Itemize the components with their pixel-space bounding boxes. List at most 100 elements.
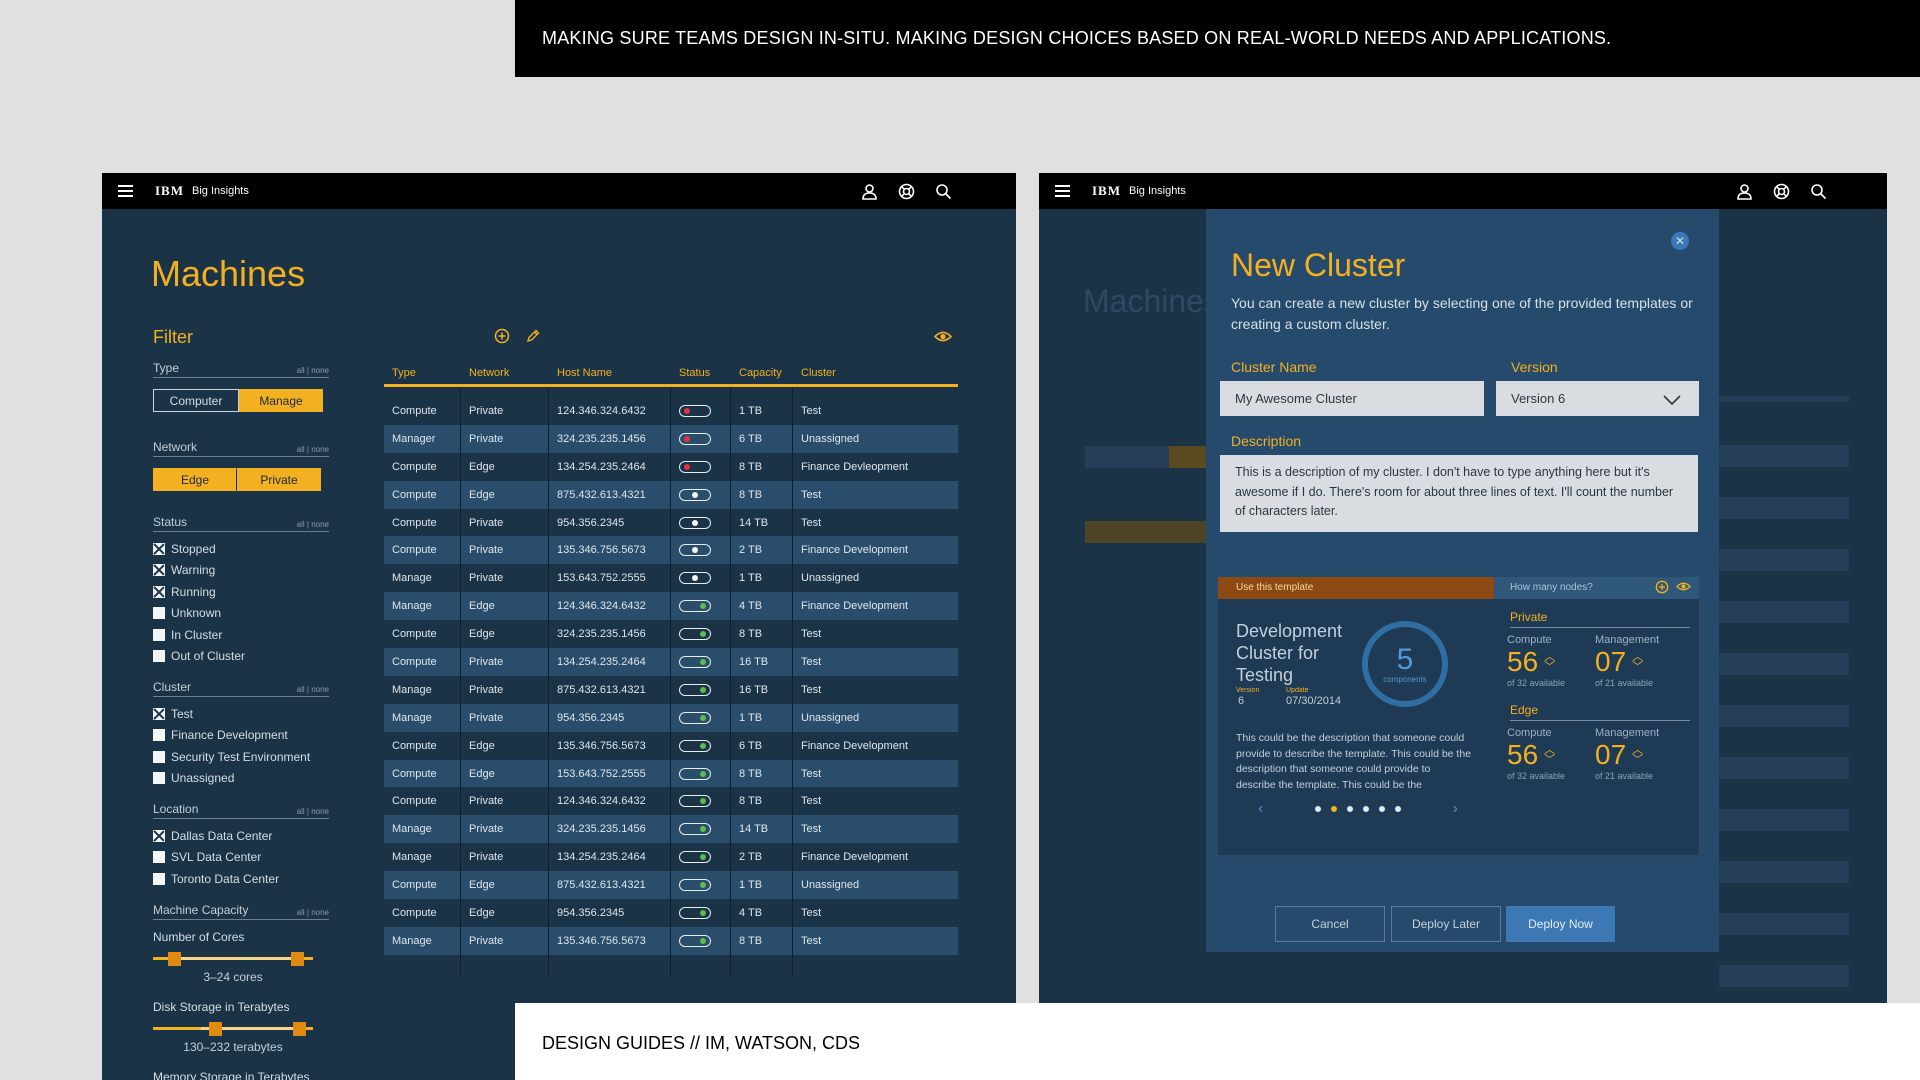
table-row[interactable]: Compute Edge 153.643.752.2555 8 TB Test: [384, 759, 958, 788]
status-toggle[interactable]: [679, 628, 711, 641]
status-toggle[interactable]: [679, 572, 711, 585]
table-row[interactable]: Manage Private 954.356.2345 1 TB Unassigned: [384, 703, 958, 732]
status-toggle[interactable]: [679, 655, 711, 668]
status-checkbox-item[interactable]: Stopped: [153, 538, 329, 560]
disk-min-handle[interactable]: [209, 1022, 222, 1036]
all-none-link[interactable]: all | none: [296, 685, 329, 694]
stepper-arrows-icon[interactable]: ︿ ﹀: [1632, 651, 1644, 673]
type-computer-toggle[interactable]: Computer: [153, 389, 239, 412]
description-textarea[interactable]: This is a description of my cluster. I d…: [1220, 455, 1698, 532]
table-row[interactable]: Manager Private 324.235.235.1456 6 TB Unassi…: [384, 424, 958, 453]
status-toggle[interactable]: [679, 739, 711, 752]
pager-dot[interactable]: [1347, 806, 1353, 812]
status-toggle[interactable]: [679, 432, 711, 445]
col-status[interactable]: Status: [679, 367, 711, 379]
add-icon[interactable]: [494, 328, 511, 345]
table-row[interactable]: Manage Private 135.346.756.5673 8 TB Test: [384, 926, 958, 955]
pager-dot[interactable]: [1315, 806, 1321, 812]
table-row[interactable]: Manage Private 153.643.752.2555 1 TB Unassig…: [384, 564, 958, 593]
cores-slider[interactable]: [153, 952, 313, 966]
cluster-checkbox-item[interactable]: Test: [153, 703, 329, 725]
status-checkbox-item[interactable]: In Cluster: [153, 624, 329, 646]
status-toggle[interactable]: [679, 934, 711, 947]
checkbox[interactable]: [153, 772, 165, 785]
search-icon[interactable]: [935, 183, 952, 200]
add-icon[interactable]: [1655, 580, 1669, 597]
table-row[interactable]: Manage Private 875.432.613.4321 16 TB Test: [384, 675, 958, 704]
cancel-button[interactable]: Cancel: [1275, 906, 1385, 942]
pager-dot[interactable]: [1363, 806, 1369, 812]
node-compute-stepper[interactable]: Compute 56 ︿ ﹀ of 32 available: [1507, 727, 1597, 781]
edit-icon[interactable]: [525, 328, 542, 345]
col-host-name[interactable]: Host Name: [557, 367, 613, 379]
network-edge-toggle[interactable]: Edge: [153, 468, 237, 491]
status-toggle[interactable]: [679, 683, 711, 696]
eye-icon[interactable]: [934, 328, 952, 345]
checkbox[interactable]: [153, 851, 165, 864]
pager-dot[interactable]: [1395, 806, 1401, 812]
table-row[interactable]: Compute Edge 875.432.613.4321 8 TB Test: [384, 480, 958, 509]
version-select[interactable]: Version 6: [1496, 381, 1699, 416]
stepper-arrows-icon[interactable]: ︿ ﹀: [1544, 651, 1556, 673]
table-row[interactable]: Compute Edge 135.346.756.5673 6 TB Finance D…: [384, 731, 958, 760]
search-icon[interactable]: [1810, 183, 1827, 200]
menu-icon[interactable]: [118, 185, 133, 197]
table-row[interactable]: Compute Private 135.346.756.5673 2 TB Financ…: [384, 536, 958, 565]
user-icon[interactable]: [861, 183, 878, 200]
status-checkbox-item[interactable]: Unknown: [153, 603, 329, 625]
chevron-left-icon[interactable]: ‹: [1258, 800, 1264, 817]
cores-min-handle[interactable]: [168, 952, 181, 966]
chevron-right-icon[interactable]: ›: [1452, 800, 1458, 817]
table-row[interactable]: Compute Edge 875.432.613.4321 1 TB Unassigne…: [384, 871, 958, 900]
template-card[interactable]: Use this template Development Cluster fo…: [1218, 577, 1496, 855]
status-toggle[interactable]: [679, 795, 711, 808]
status-toggle[interactable]: [679, 823, 711, 836]
cluster-name-input[interactable]: My Awesome Cluster: [1220, 381, 1484, 416]
status-toggle[interactable]: [679, 851, 711, 864]
eye-icon[interactable]: [1676, 580, 1691, 597]
status-checkbox-item[interactable]: Running: [153, 581, 329, 603]
pager-dot[interactable]: [1379, 806, 1385, 812]
table-row[interactable]: Compute Private 134.254.235.2464 16 TB Test: [384, 648, 958, 676]
brand[interactable]: IBM Big Insights: [155, 183, 249, 199]
col-cluster[interactable]: Cluster: [801, 367, 836, 379]
checkbox[interactable]: [153, 872, 165, 885]
status-toggle[interactable]: [679, 516, 711, 529]
checkbox[interactable]: [153, 829, 165, 842]
all-none-link[interactable]: all | none: [296, 445, 329, 454]
status-checkbox-item[interactable]: Out of Cluster: [153, 646, 329, 668]
cluster-checkbox-item[interactable]: Unassigned: [153, 768, 329, 790]
checkbox[interactable]: [153, 564, 165, 577]
help-icon[interactable]: [898, 183, 915, 200]
table-row[interactable]: Compute Edge 324.235.235.1456 8 TB Test: [384, 620, 958, 649]
col-capacity[interactable]: Capacity: [739, 367, 782, 379]
status-toggle[interactable]: [679, 767, 711, 780]
stepper-arrows-icon[interactable]: ︿ ﹀: [1544, 744, 1556, 766]
pager-dot[interactable]: [1331, 806, 1337, 812]
checkbox[interactable]: [153, 628, 165, 641]
status-toggle[interactable]: [679, 906, 711, 919]
cluster-checkbox-item[interactable]: Security Test Environment: [153, 746, 329, 768]
deploy-now-button[interactable]: Deploy Now: [1506, 906, 1615, 942]
close-icon[interactable]: ✕: [1671, 232, 1689, 250]
all-none-link[interactable]: all | none: [296, 908, 329, 917]
location-checkbox-item[interactable]: Toronto Data Center: [153, 868, 329, 890]
table-row[interactable]: Compute Private 954.356.2345 14 TB Test: [384, 508, 958, 537]
all-none-link[interactable]: all | none: [296, 520, 329, 529]
col-network[interactable]: Network: [469, 367, 510, 379]
table-row[interactable]: Compute Edge 954.356.2345 4 TB Test: [384, 899, 958, 927]
table-row[interactable]: Compute Private 124.346.324.6432 1 TB Test: [384, 397, 958, 425]
table-row[interactable]: Manage Edge 124.346.324.6432 4 TB Finance De…: [384, 592, 958, 621]
status-toggle[interactable]: [679, 404, 711, 417]
table-row[interactable]: Manage Private 324.235.235.1456 14 TB Test: [384, 815, 958, 844]
checkbox[interactable]: [153, 707, 165, 720]
user-icon[interactable]: [1736, 183, 1753, 200]
all-none-link[interactable]: all | none: [296, 366, 329, 375]
status-toggle[interactable]: [679, 544, 711, 557]
node-compute-stepper[interactable]: Compute 56 ︿ ﹀ of 32 available: [1507, 634, 1597, 688]
all-none-link[interactable]: all | none: [296, 807, 329, 816]
disk-max-handle[interactable]: [293, 1022, 306, 1036]
status-toggle[interactable]: [679, 488, 711, 501]
status-toggle[interactable]: [679, 879, 711, 892]
checkbox[interactable]: [153, 607, 165, 620]
